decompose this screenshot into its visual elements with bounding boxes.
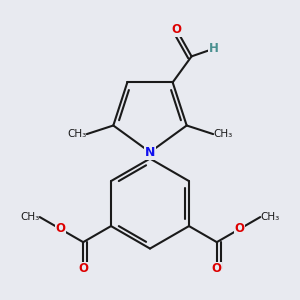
Text: O: O	[172, 23, 182, 36]
Text: CH₃: CH₃	[213, 129, 232, 139]
Text: O: O	[212, 262, 222, 275]
Text: CH₃: CH₃	[68, 129, 87, 139]
Text: N: N	[145, 146, 155, 159]
Text: O: O	[235, 222, 245, 236]
Text: H: H	[209, 42, 219, 55]
Text: O: O	[78, 262, 88, 275]
Text: O: O	[55, 222, 65, 236]
Text: CH₃: CH₃	[20, 212, 40, 222]
Text: CH₃: CH₃	[260, 212, 280, 222]
